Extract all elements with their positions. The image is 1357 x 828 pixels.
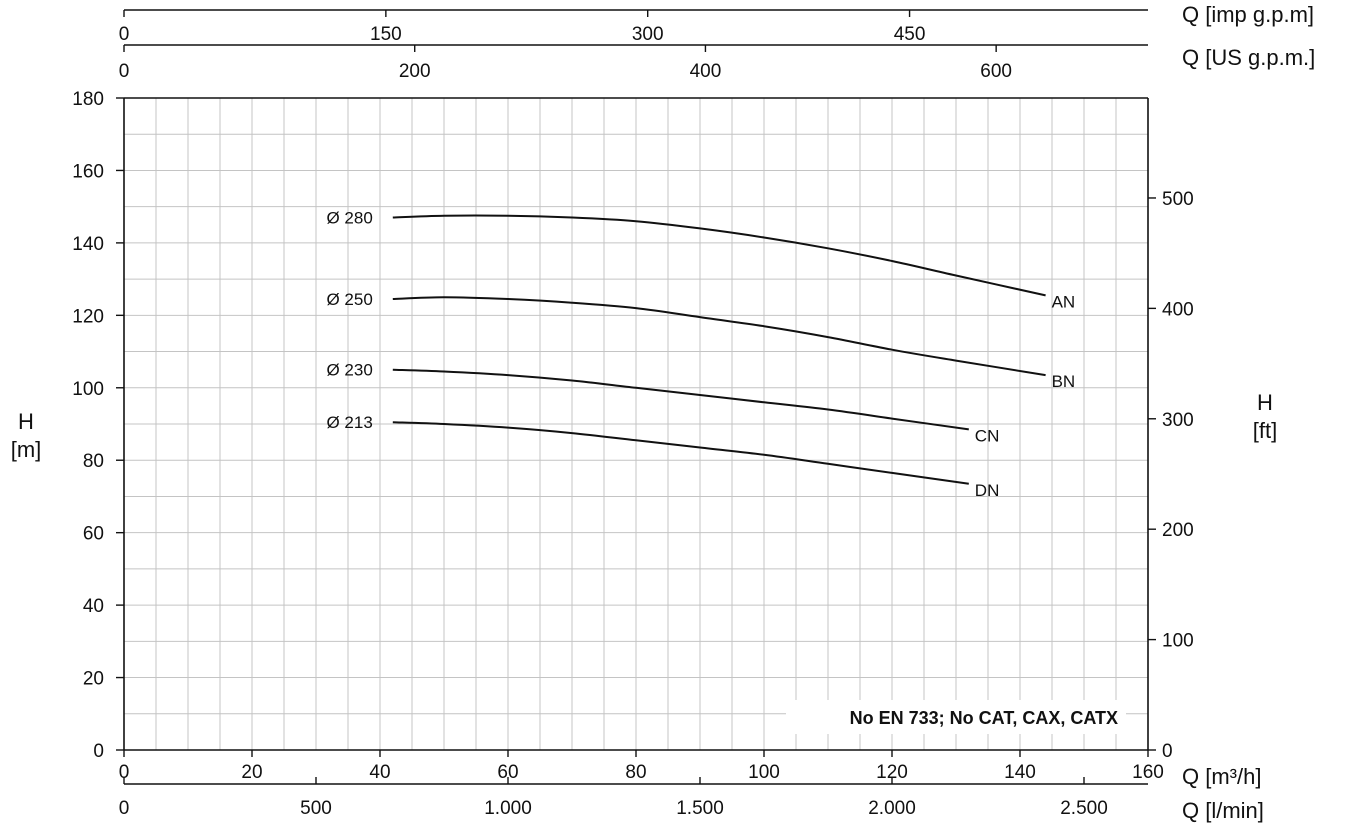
y-tick-label-left: 80 (83, 451, 104, 472)
curve-diameter-label: Ø 280 (326, 209, 372, 228)
curve-dn (392, 421, 969, 485)
x-tick-label-m3h: 60 (497, 762, 518, 783)
y-tick-label-left: 60 (83, 524, 104, 545)
annotation-text: No EN 733; No CAT, CAX, CATX (850, 708, 1118, 728)
x-tick-label-m3h: 80 (625, 762, 646, 783)
x-tick-label-lmin: 2.500 (1060, 798, 1108, 819)
x-tick-label-m3h: 0 (119, 762, 130, 783)
curve-an (392, 214, 1046, 297)
plot-frame (123, 97, 1149, 750)
curve-cn (392, 368, 969, 431)
y-right-label-symbol: H (1257, 390, 1273, 415)
x-tick-label-top: 0 (119, 24, 130, 45)
curve-diameter-label: Ø 250 (326, 290, 372, 309)
annotation-background (786, 700, 1126, 734)
x-tick-label-lmin: 1.000 (484, 798, 532, 819)
x-tick-label-lmin: 500 (300, 798, 332, 819)
x-tick-label-lmin: 0 (119, 798, 130, 819)
x-tick-label-m3h: 140 (1004, 762, 1036, 783)
y-tick-label-right: 400 (1162, 299, 1194, 320)
x-tick-label-top: 400 (690, 61, 722, 82)
y-tick-label-right: 0 (1162, 741, 1173, 762)
x-tick-label-m3h: 40 (369, 762, 390, 783)
x-tick-label-top: 450 (894, 24, 926, 45)
y-tick-label-left: 100 (72, 379, 104, 400)
x-tick-label-top: 150 (370, 24, 402, 45)
x-tick-label-lmin: 1.500 (676, 798, 724, 819)
x-tick-label-m3h: 120 (876, 762, 908, 783)
y-right-label-unit: [ft] (1253, 418, 1277, 443)
curve-name-label: AN (1052, 292, 1076, 311)
annotation-box: No EN 733; No CAT, CAX, CATX (786, 700, 1126, 734)
curves: Ø 280 AN Ø 250 BN Ø 230 CN Ø 213 DN (326, 209, 1075, 500)
y-left-label-unit: [m] (11, 437, 42, 462)
curve-diameter-label: Ø 213 (326, 413, 372, 432)
x-tick-label-top: 0 (119, 61, 130, 82)
x-axis-label-m3h: Q [m³/h] (1182, 764, 1261, 789)
y-tick-label-left: 180 (72, 89, 104, 110)
x-tick-label-top: 200 (399, 61, 431, 82)
x-tick-label-top: 300 (632, 24, 664, 45)
y-tick-label-left: 20 (83, 669, 104, 690)
y-tick-label-right: 500 (1162, 189, 1194, 210)
y-tick-label-right: 100 (1162, 631, 1194, 652)
y-tick-label-right: 200 (1162, 520, 1194, 541)
x-tick-label-m3h: 100 (748, 762, 780, 783)
x-tick-label-m3h: 160 (1132, 762, 1164, 783)
y-tick-label-left: 160 (72, 161, 104, 182)
x-tick-label-m3h: 20 (241, 762, 262, 783)
grid (124, 98, 1148, 750)
axis-titles: H [m] H [ft] Q [m³/h] Q [l/min] Q [US g.… (11, 2, 1316, 823)
curve-diameter-label: Ø 230 (326, 361, 372, 380)
curve-name-label: BN (1052, 372, 1076, 391)
x-axis-label-us-gpm: Q [US g.p.m.] (1182, 45, 1315, 70)
x-axis-label-lmin: Q [l/min] (1182, 798, 1264, 823)
curve-bn (392, 296, 1046, 377)
x-tick-label-top: 600 (980, 61, 1012, 82)
curve-name-label: CN (975, 426, 1000, 445)
x-axis-label-imp-gpm: Q [imp g.p.m] (1182, 2, 1314, 27)
y-tick-label-left: 120 (72, 306, 104, 327)
y-left-label-symbol: H (18, 409, 34, 434)
y-tick-label-right: 300 (1162, 410, 1194, 431)
y-tick-label-left: 140 (72, 234, 104, 255)
y-tick-label-left: 0 (93, 741, 104, 762)
x-tick-label-lmin: 2.000 (868, 798, 916, 819)
curve-name-label: DN (975, 481, 1000, 500)
y-tick-label-left: 40 (83, 596, 104, 617)
